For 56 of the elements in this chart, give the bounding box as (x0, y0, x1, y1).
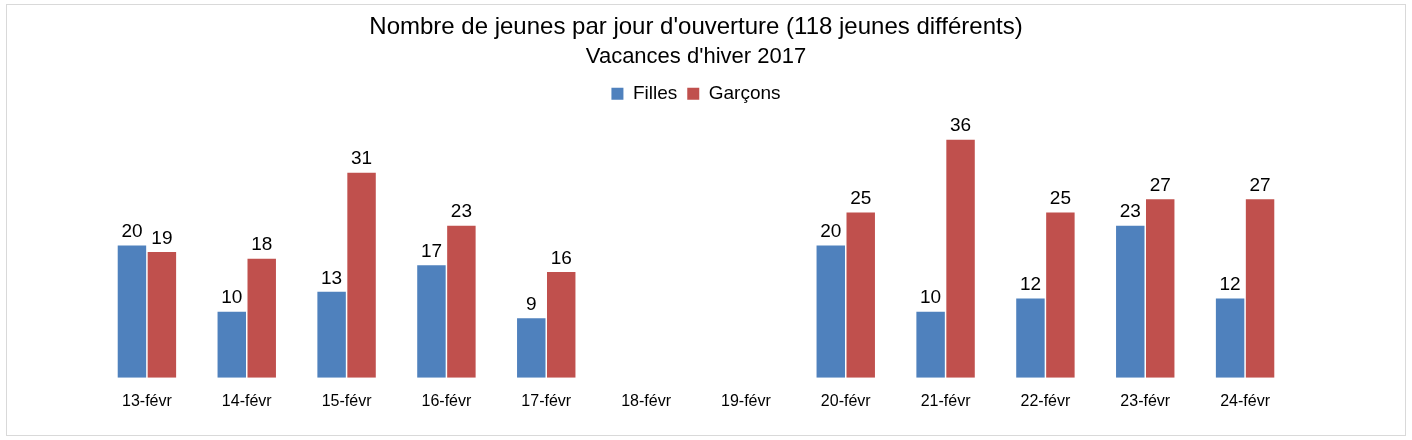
bar (317, 291, 346, 378)
x-tick-label: 13-févr (122, 391, 173, 409)
bar (1046, 212, 1075, 378)
data-label: 16 (550, 246, 572, 268)
chart-subtitle: Vacances d'hiver 2017 (585, 43, 807, 69)
legend-label: Filles (632, 81, 678, 103)
bar (347, 172, 376, 378)
data-label: 23 (1119, 200, 1141, 222)
data-label: 13 (321, 266, 343, 288)
data-label: 20 (121, 220, 143, 242)
bar (417, 265, 446, 378)
data-label: 23 (450, 200, 472, 222)
data-label: 9 (525, 293, 537, 314)
bar (816, 245, 845, 378)
data-label: 36 (949, 114, 972, 136)
x-tick-label: 16-févr (421, 391, 472, 409)
data-label: 12 (1019, 273, 1042, 295)
x-tick-label: 19-févr (721, 391, 772, 409)
bar (217, 311, 246, 378)
bar (147, 252, 177, 378)
data-label: 25 (850, 187, 872, 209)
x-tick-label: 21-févr (920, 391, 972, 409)
bar (916, 311, 945, 378)
data-label: 10 (221, 286, 243, 308)
data-label: 27 (1149, 173, 1171, 195)
legend-label: Garçons (708, 81, 781, 103)
data-label: 20 (820, 220, 842, 242)
bar (547, 271, 576, 378)
data-label: 17 (420, 240, 443, 262)
bar (846, 212, 875, 378)
data-label: 31 (350, 147, 373, 169)
data-label: 25 (1049, 187, 1071, 209)
data-label: 12 (1219, 273, 1241, 295)
x-tick-label: 15-févr (321, 391, 373, 409)
bar (117, 245, 147, 378)
data-label: 19 (151, 226, 173, 248)
bar (247, 258, 276, 378)
x-tick-label: 17-févr (521, 391, 572, 409)
bar (1146, 199, 1175, 378)
x-tick-label: 18-févr (621, 391, 672, 409)
data-label: 18 (251, 233, 273, 255)
x-tick-label: 20-févr (820, 391, 872, 409)
bar (447, 225, 476, 378)
x-tick-label: 23-févr (1120, 391, 1171, 409)
data-label: 27 (1249, 173, 1271, 195)
bar (1245, 199, 1275, 378)
chart-title: Nombre de jeunes par jour d'ouverture (118 jeunes différents) (369, 12, 1023, 40)
x-tick-label: 22-févr (1020, 391, 1071, 409)
bar (517, 318, 546, 378)
x-tick-label: 14-févr (221, 391, 273, 409)
bar (1215, 298, 1245, 378)
bar (946, 139, 975, 378)
x-tick-label: 24-févr (1220, 391, 1271, 409)
data-label: 10 (920, 286, 942, 308)
bar (1016, 298, 1045, 378)
bar (1116, 225, 1145, 378)
